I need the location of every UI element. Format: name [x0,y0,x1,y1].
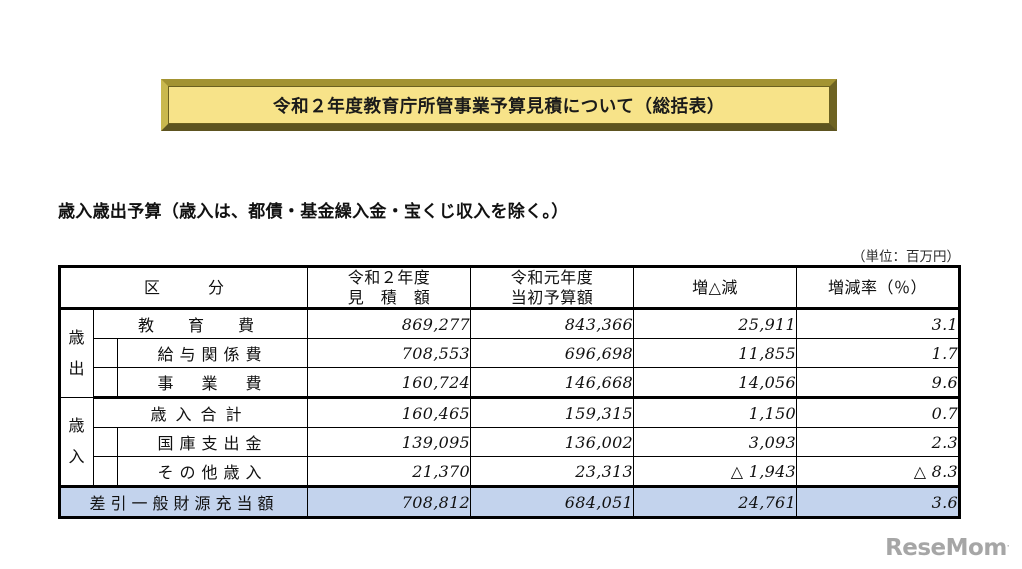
column-header-estimate-line1: 令和２年度 [347,268,431,287]
cell-change: 14,056 [633,367,798,400]
cell-estimate: 708,553 [307,338,472,369]
subtitle-heading: 歳入歳出予算（歳入は、都債・基金繰入金・宝くじ収入を除く。） [58,202,569,222]
cell-total-rate: 3.6 [796,485,962,520]
cell-rate: 0.7 [796,397,962,429]
row-label-revenue-total: 歳入合計 [92,397,309,429]
budget-summary-table: 区 分 令和２年度 見 積 額 令和元年度 当初予算額 増△減 増減率（％） 歳… [57,264,962,520]
column-header-initial-budget-line2: 当初予算額 [510,287,594,307]
cell-estimate: 139,095 [307,427,472,458]
section-label-char: 歳 [68,416,86,436]
row-indent-spacer [93,427,118,458]
column-header-estimate: 令和２年度 見 積 額 [307,264,472,311]
cell-rate: 3.1 [796,308,962,340]
cell-initial-budget: 159,315 [470,397,635,429]
cell-estimate: 160,724 [307,367,472,400]
cell-estimate: 21,370 [307,456,472,488]
cell-total-change: 24,761 [633,485,798,520]
row-indent-spacer [93,367,118,400]
table-row: 国庫支出金 139,095 136,002 3,093 2.3 [60,427,962,458]
cell-initial-budget: 843,366 [470,308,635,340]
watermark-suffix: . [1006,540,1010,549]
cell-change: 25,911 [633,308,798,340]
column-header-kubun: 区 分 [57,264,309,311]
cell-estimate: 160,465 [307,397,472,429]
table-header-row: 区 分 令和２年度 見 積 額 令和元年度 当初予算額 増△減 増減率（％） [57,264,962,311]
cell-rate: 1.7 [796,338,962,369]
cell-initial-budget: 146,668 [470,367,635,400]
cell-rate: 9.6 [796,367,962,400]
row-indent-spacer [93,338,118,369]
table-row: 歳 出 教 育 費 869,277 843,366 25,911 3.1 [58,308,962,399]
section-label-expenditure: 歳 出 [58,308,94,399]
watermark-text: ReseMom [885,535,1007,561]
cell-total-estimate: 708,812 [307,485,472,520]
section-label-char: 出 [68,358,86,378]
cell-initial-budget: 696,698 [470,338,635,369]
resemom-watermark: ReseMom. [885,535,1010,561]
table-total-row: 差引一般財源充当額 708,812 684,051 24,761 3.6 [57,485,962,520]
row-label-project-expense: 事 業 費 [116,367,309,400]
cell-change: 1,150 [633,397,798,429]
column-header-initial-budget-line1: 令和元年度 [510,268,594,287]
column-header-estimate-line2: 見 積 額 [347,287,431,307]
cell-change: △ 1,943 [633,456,798,488]
cell-change: 11,855 [633,338,798,369]
cell-rate: △ 8.3 [796,456,962,488]
row-label-salary-expense: 給与関係費 [116,338,309,369]
column-header-change: 増△減 [633,264,798,311]
row-label-national-treasury: 国庫支出金 [116,427,309,458]
table-row: その他歳入 21,370 23,313 △ 1,943 △ 8.3 [60,456,962,488]
cell-initial-budget: 23,313 [470,456,635,488]
section-label-revenue: 歳 入 [58,397,94,488]
page-title: 令和２年度教育庁所管事業予算見積について（総括表） [273,96,725,117]
section-label-char: 歳 [68,328,86,348]
column-header-rate: 増減率（％） [796,264,962,311]
column-header-initial-budget: 令和元年度 当初予算額 [470,264,635,311]
cell-initial-budget: 136,002 [470,427,635,458]
table-row: 歳 入 歳入合計 160,465 159,315 1,150 0.7 [58,397,962,488]
table-row: 事 業 費 160,724 146,668 14,056 9.6 [60,367,962,400]
cell-total-initial-budget: 684,051 [470,485,635,520]
row-label-general-fund-allocation: 差引一般財源充当額 [57,485,309,520]
row-label-education-expense: 教 育 費 [92,308,309,340]
row-indent-spacer [93,456,118,488]
cell-rate: 2.3 [796,427,962,458]
unit-note: （単位：百万円） [852,249,960,265]
section-label-char: 入 [68,446,86,466]
table-row: 給与関係費 708,553 696,698 11,855 1.7 [60,338,962,369]
title-banner: 令和２年度教育庁所管事業予算見積について（総括表） [161,79,837,131]
cell-estimate: 869,277 [307,308,472,340]
row-label-other-revenue: その他歳入 [116,456,309,488]
cell-change: 3,093 [633,427,798,458]
